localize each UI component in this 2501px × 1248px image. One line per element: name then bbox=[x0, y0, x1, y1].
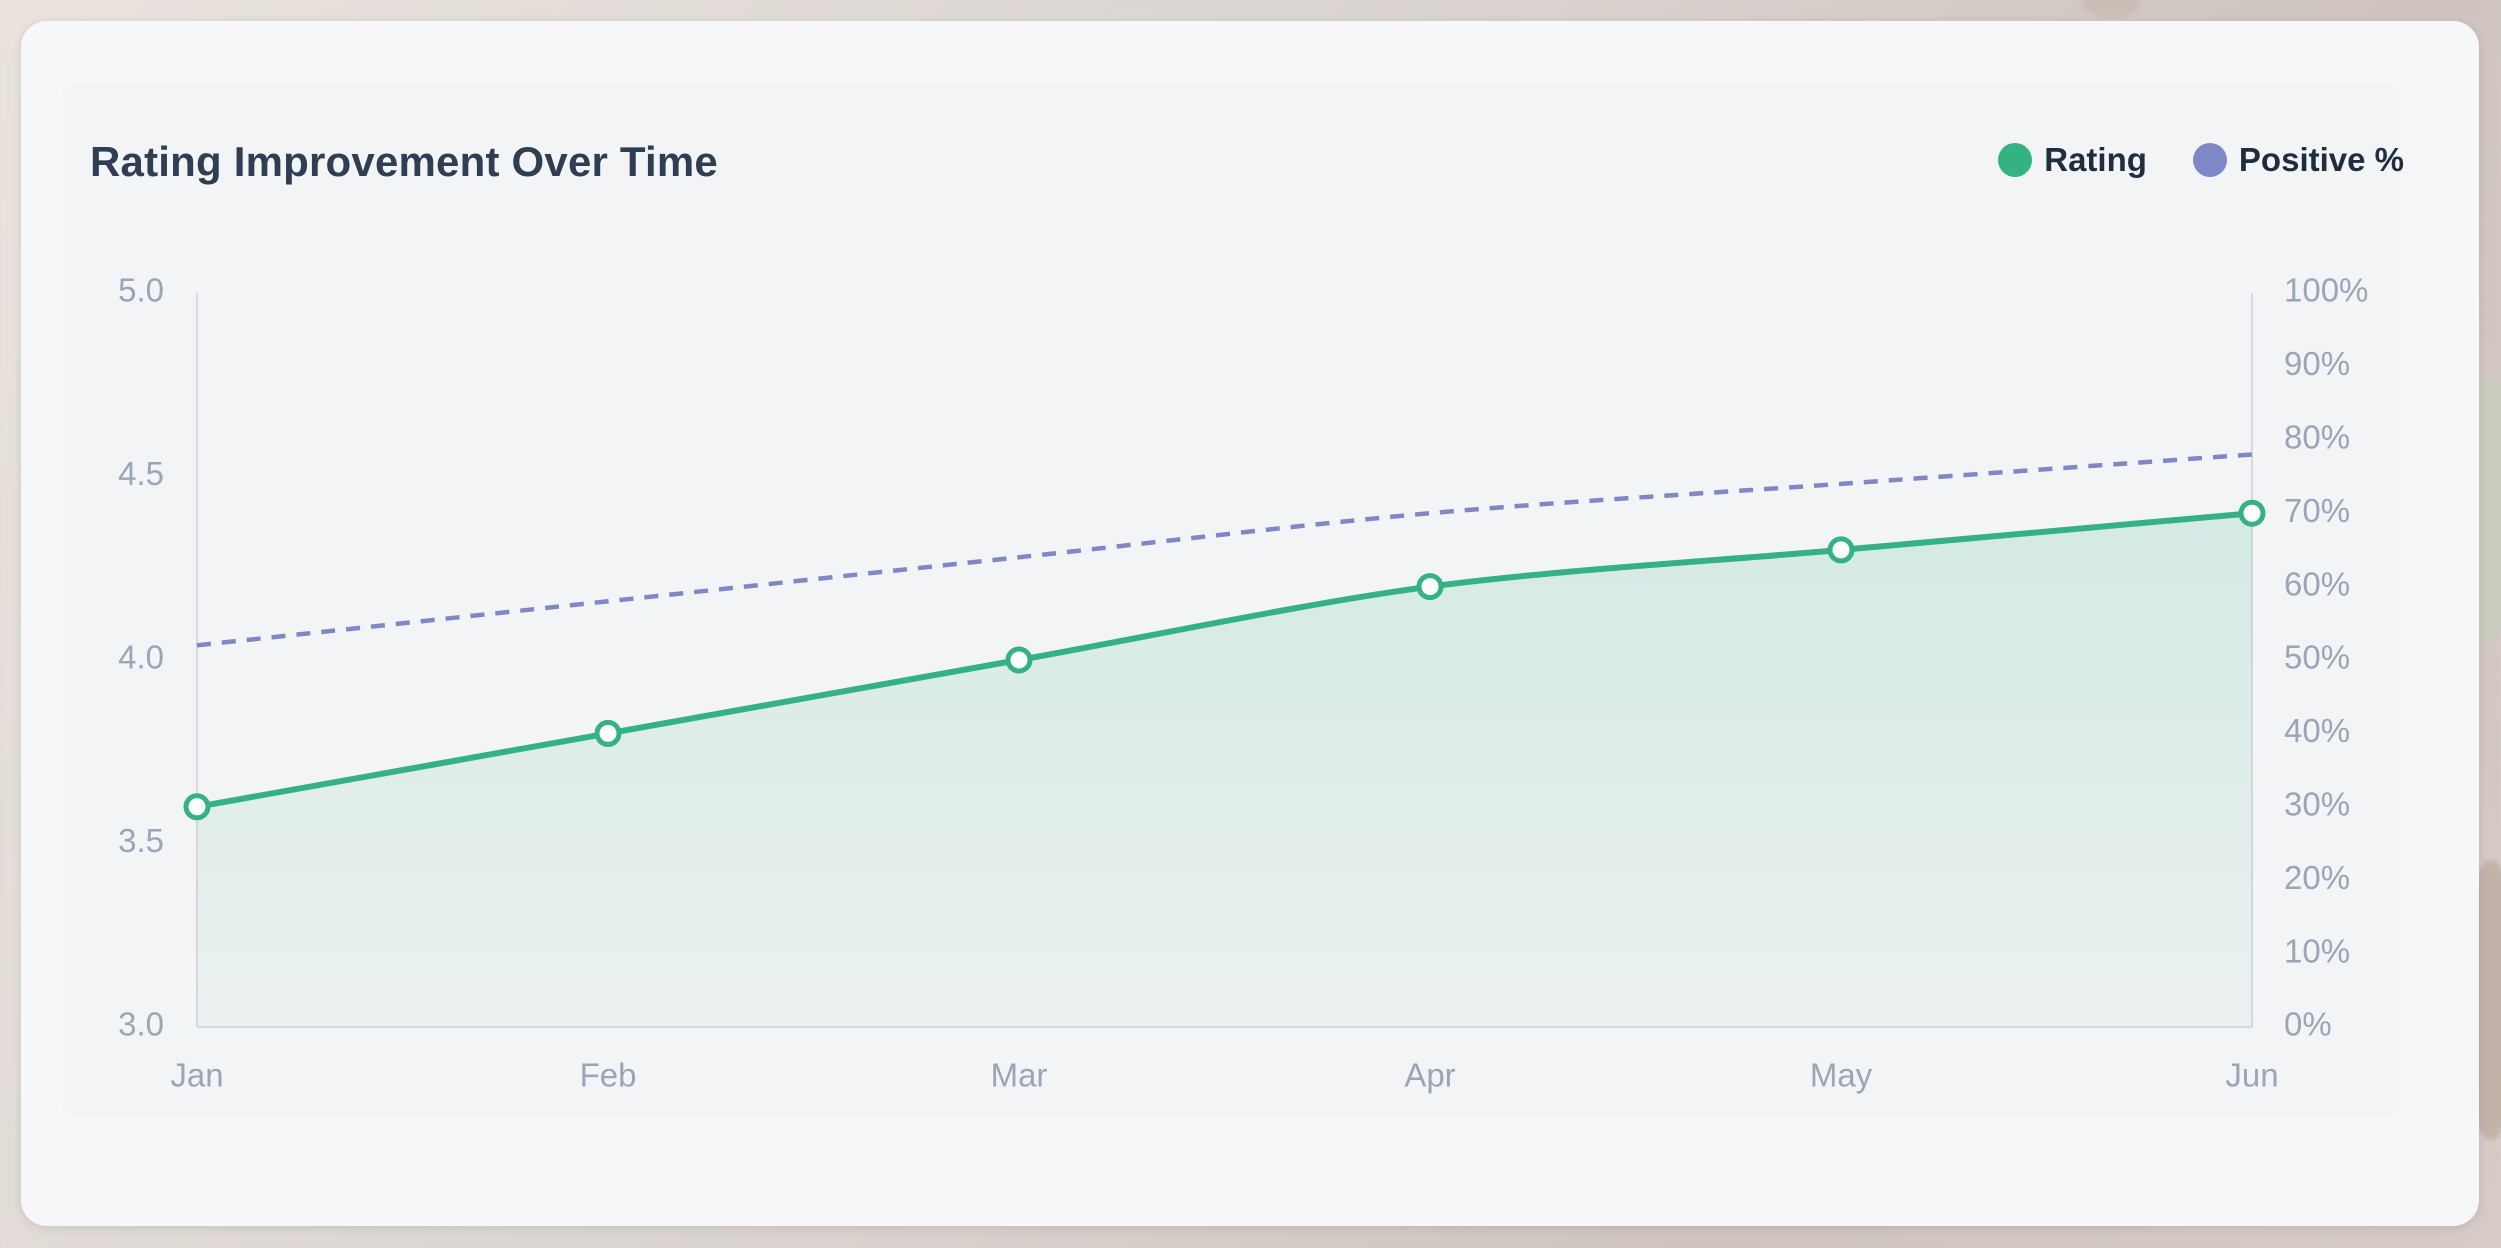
rating-point-may bbox=[1827, 536, 1855, 564]
right-y-tick-label: 0% bbox=[2284, 1006, 2332, 1043]
right-y-tick-label: 20% bbox=[2284, 859, 2350, 896]
x-tick-label-jan: Jan bbox=[170, 1057, 223, 1094]
right-y-tick-label: 30% bbox=[2284, 786, 2350, 823]
rating-point-feb bbox=[594, 719, 622, 747]
positive-line bbox=[196, 452, 2253, 648]
right-y-tick-label: 100% bbox=[2284, 272, 2368, 309]
background-decoration bbox=[2081, 0, 2141, 18]
right-y-tick-label: 50% bbox=[2284, 639, 2350, 676]
x-tick-label-feb: Feb bbox=[580, 1057, 637, 1094]
rating-point-apr bbox=[1416, 573, 1444, 601]
right-y-tick-label: 90% bbox=[2284, 345, 2350, 382]
rating-point-jan bbox=[183, 793, 211, 821]
left-y-tick-label: 4.0 bbox=[118, 639, 164, 676]
rating-point-jun bbox=[2238, 499, 2266, 527]
chart-title: Rating Improvement Over Time bbox=[90, 138, 718, 185]
rating-line bbox=[194, 510, 2255, 810]
left-y-tick-label: 5.0 bbox=[118, 272, 164, 309]
legend-swatch-positive bbox=[2192, 143, 2227, 177]
rating-point-mar bbox=[1005, 646, 1033, 674]
legend-label-positive: Positive % bbox=[2238, 141, 2404, 178]
right-y-tick-label: 40% bbox=[2284, 712, 2350, 749]
right-y-tick-label: 60% bbox=[2284, 565, 2350, 602]
legend-item-positive[interactable]: Positive % bbox=[2192, 141, 2404, 179]
x-tick-label-apr: Apr bbox=[1404, 1057, 1455, 1094]
x-tick-label-may: May bbox=[1810, 1057, 1873, 1094]
legend-swatch-rating bbox=[1998, 143, 2033, 177]
x-tick-label-jun: Jun bbox=[2225, 1057, 2278, 1094]
left-y-tick-label: 3.0 bbox=[118, 1006, 164, 1043]
left-y-tick-label: 4.5 bbox=[118, 455, 164, 492]
rating-area bbox=[197, 513, 2252, 1027]
right-y-tick-label: 80% bbox=[2284, 419, 2350, 456]
chart-legend: Rating Positive % bbox=[1998, 141, 2404, 179]
legend-label-rating: Rating bbox=[2044, 141, 2147, 178]
left-y-tick-label: 3.5 bbox=[118, 822, 164, 859]
right-y-tick-label: 70% bbox=[2284, 492, 2350, 529]
legend-item-rating[interactable]: Rating bbox=[1998, 141, 2147, 179]
right-y-tick-label: 10% bbox=[2284, 932, 2350, 969]
x-tick-label-mar: Mar bbox=[991, 1057, 1048, 1094]
